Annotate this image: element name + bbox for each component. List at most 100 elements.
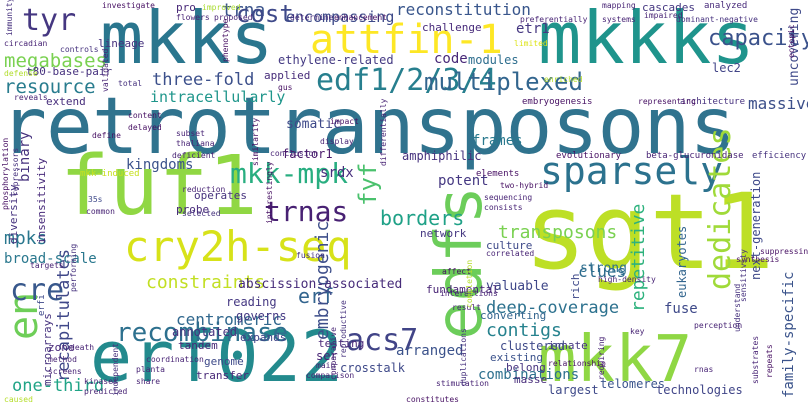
word-consists: consists xyxy=(484,203,523,212)
word-strong: strong xyxy=(580,261,627,276)
word-t80-base-pair: t80-base-pair xyxy=(26,65,113,78)
word-masse: masse xyxy=(514,373,548,386)
word-completion: completion xyxy=(465,259,474,308)
word-extend: extend xyxy=(46,95,86,108)
word-sequencing: sequencing xyxy=(484,193,533,202)
word-relationship: relationship xyxy=(548,359,606,368)
word-pro: pro xyxy=(176,1,196,14)
word-reconstitution: reconstitution xyxy=(396,0,531,19)
word-phosphorylation: phosphorylation xyxy=(1,137,10,210)
word-performing: performing xyxy=(69,243,78,292)
word-constitutes: constitutes xyxy=(406,395,459,404)
word-targets: targets xyxy=(30,261,64,270)
word-selected: selected xyxy=(182,209,221,218)
word-massively: massively xyxy=(748,94,808,113)
word-fyf: fyf xyxy=(354,162,382,206)
word-mapping: mapping xyxy=(602,1,636,10)
word-cost: cost xyxy=(236,0,294,28)
word-share: share xyxy=(136,377,161,386)
word-rnas: rnas xyxy=(694,365,714,374)
word-total: total xyxy=(118,79,143,88)
word-trnas: trnas xyxy=(264,195,349,228)
word-defense: defense xyxy=(4,69,38,78)
word-suppressing: suppressing xyxy=(760,247,808,256)
word-challenge: challenge xyxy=(422,21,482,34)
word-converting: converting xyxy=(480,309,547,322)
word-evolutionary: evolutionary xyxy=(556,151,622,161)
word-genome: genome xyxy=(204,355,244,368)
word-preferentially: preferentially xyxy=(520,15,588,24)
word-clues: clues xyxy=(578,262,627,281)
word-comparison: comparison xyxy=(306,371,355,380)
word-screens: screens xyxy=(48,367,82,376)
word-resource: resource xyxy=(4,76,96,98)
word-erf022: erf022 xyxy=(90,316,343,398)
word-tandem: tandem xyxy=(178,339,218,352)
word-insensitivity: insensitivity xyxy=(35,157,48,244)
word-mkk-induced: mkk-induced xyxy=(80,169,140,179)
word-repetitive: repetitive xyxy=(628,203,649,312)
word-clustered: clustered xyxy=(500,339,566,353)
word-applied: applied xyxy=(264,69,311,82)
word-frames: frames xyxy=(472,133,523,149)
word-eukaryotes: eukaryotes xyxy=(675,225,689,298)
word-result: result xyxy=(452,303,481,312)
word-predicted: predicted xyxy=(84,387,128,396)
word-kingdoms: kingdoms xyxy=(126,157,194,173)
word-proposed: proposed xyxy=(214,13,253,22)
word-validated: validated xyxy=(101,48,110,92)
word-affect: affect xyxy=(442,267,471,276)
word-35s: 35s xyxy=(88,195,103,204)
word-mkkks: mkkks xyxy=(538,0,755,80)
word-correlated: correlated xyxy=(486,249,535,258)
word-centromeric: centromeric xyxy=(176,310,282,329)
word-broad-scale: broad-scale xyxy=(4,251,97,267)
word-three-fold: three-fold xyxy=(152,70,255,90)
word-innate: innate xyxy=(548,339,588,352)
word-amphiphilic: amphiphilic xyxy=(402,149,482,163)
word-content: content xyxy=(128,111,162,120)
word-edf1234: edf1/2/3/4 xyxy=(316,63,497,98)
word-trna: trna xyxy=(222,0,266,21)
word-flowers: flowers xyxy=(176,13,210,22)
word-delayed: delayed xyxy=(128,123,162,132)
word-largest: largest xyxy=(548,383,599,397)
word-two-hybrid: two-hybrid xyxy=(500,181,549,190)
word-arranged: arranged xyxy=(396,343,464,359)
word-operates: operates xyxy=(194,189,247,202)
word-borders: borders xyxy=(380,206,465,230)
word-controls: controls xyxy=(60,45,99,54)
word-erf: erf xyxy=(298,284,335,308)
word-architecture: architecture xyxy=(680,97,746,107)
word-synthesis: synthesis xyxy=(736,255,780,264)
word-circadian: circadian xyxy=(4,39,48,48)
word-similarity: similarity xyxy=(251,117,260,166)
word-requiring: requiring xyxy=(597,336,606,380)
word-interactions: interactions xyxy=(440,289,498,298)
word-conclusion: conclusion xyxy=(270,149,319,158)
word-ethylene-related: ethylene-related xyxy=(278,53,394,67)
word-code: code xyxy=(434,51,468,67)
word-ser: ser xyxy=(316,349,338,363)
word-potent: potent xyxy=(438,173,489,189)
word-investigate: investigate xyxy=(102,1,155,10)
word-multiplexed: multiplexed xyxy=(424,68,583,96)
word-dominant-negative: dominant-negative xyxy=(676,15,758,24)
word-main: main xyxy=(316,361,336,370)
word-deep-coverage: deep-coverage xyxy=(486,298,620,318)
word-planta: planta xyxy=(136,365,165,374)
word-key: key xyxy=(630,327,645,336)
word-etr1: etr1 xyxy=(516,21,550,37)
word-enhancement: enhancement xyxy=(334,13,387,22)
word-reduction: reduction xyxy=(182,185,226,194)
word-existing: existing xyxy=(490,351,543,364)
word-factor1: factor1 xyxy=(282,147,333,161)
word-crosstalk: crosstalk xyxy=(340,361,406,375)
word-sgt1: sgt1 xyxy=(524,171,775,293)
word-somatic: somatic xyxy=(286,117,341,132)
word-independent: independent xyxy=(111,343,120,396)
word-impact: impact xyxy=(330,117,359,126)
word-expands: expands xyxy=(240,331,287,344)
word-perception: perception xyxy=(694,321,743,330)
word-substrates: substrates xyxy=(751,335,760,384)
